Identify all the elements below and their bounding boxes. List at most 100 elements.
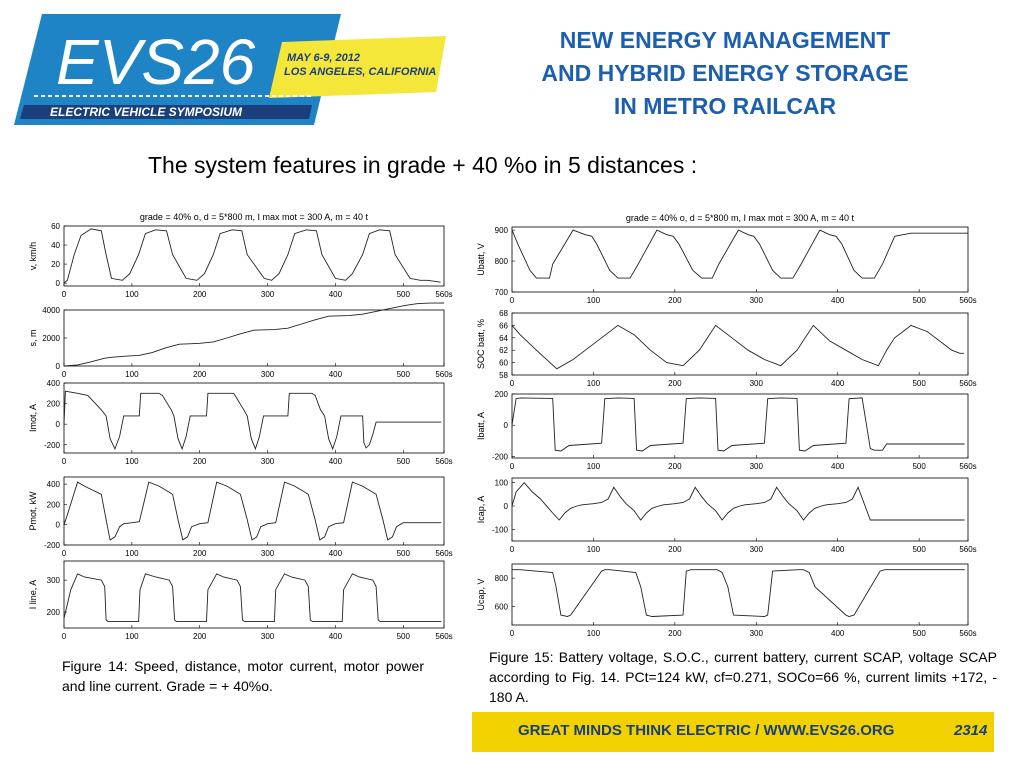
series-line-4: [63, 481, 442, 541]
y-tick-label: 0: [56, 279, 61, 288]
plot-frame-4: [63, 476, 445, 546]
y-tick-label: 40: [51, 241, 60, 250]
y-tick-label: 2000: [42, 334, 60, 343]
plot-frame-6: [511, 226, 969, 293]
series-line-10: [512, 569, 965, 617]
plot-frame-5: [63, 560, 445, 629]
x-tick-label: 560s: [959, 379, 976, 388]
x-tick-label: 400: [329, 290, 343, 299]
x-tick-label: 200: [193, 370, 207, 379]
x-tick-label: 500: [397, 632, 411, 641]
y-axis-label-10: Ucap, V: [476, 578, 486, 610]
y-tick-label: -200: [44, 441, 61, 450]
slide-number: 2314: [954, 722, 988, 739]
y-axis-label-5: I line, A: [28, 580, 38, 610]
y-tick-label: 60: [51, 222, 60, 231]
x-tick-label: 300: [261, 632, 275, 641]
x-tick-label: 300: [750, 545, 764, 554]
plot-frame-3: [63, 382, 445, 454]
chart-title-6: grade = 40% o, d = 5*800 m, I max mot = …: [626, 213, 855, 223]
intro-text: The system features in grade + 40 %o in …: [148, 152, 698, 178]
y-tick-label: 0: [56, 362, 61, 371]
x-tick-label: 400: [329, 632, 343, 641]
x-tick-label: 400: [831, 296, 845, 305]
x-tick-label: 300: [261, 370, 275, 379]
plot-frame-9: [511, 477, 969, 542]
x-tick-label: 300: [261, 549, 275, 558]
y-axis-label-7: SOC batt, %: [476, 319, 486, 369]
y-tick-label: 800: [495, 574, 509, 583]
x-tick-label: 100: [125, 370, 139, 379]
x-tick-label: 560s: [959, 462, 976, 471]
x-tick-label: 0: [510, 296, 515, 305]
series-line-2: [63, 302, 445, 367]
y-tick-label: 900: [495, 226, 509, 235]
y-tick-label: 700: [495, 288, 509, 297]
y-tick-label: 20: [51, 260, 60, 269]
y-tick-label: 200: [47, 400, 61, 409]
x-tick-label: 0: [510, 379, 515, 388]
x-tick-label: 400: [831, 629, 845, 638]
y-tick-label: 0: [504, 502, 509, 511]
x-tick-label: 560s: [435, 457, 452, 466]
y-tick-label: 60: [499, 359, 508, 368]
y-axis-label-3: Imot, A: [28, 404, 38, 432]
x-tick-label: 560s: [435, 549, 452, 558]
series-line-7: [511, 324, 964, 370]
x-tick-label: 560s: [959, 629, 976, 638]
footer-text: GREAT MINDS THINK ELECTRIC / WWW.EVS26.O…: [518, 722, 895, 739]
x-tick-label: 0: [62, 457, 67, 466]
logo-location: LOS ANGELES, CALIFORNIA: [284, 66, 436, 78]
plot-frame-2: [63, 309, 445, 367]
x-tick-label: 400: [329, 370, 343, 379]
y-tick-label: 100: [495, 479, 509, 488]
x-tick-label: 200: [668, 629, 682, 638]
plot-frame-10: [511, 563, 969, 626]
figure-14-caption: Figure 14: Speed, distance, motor curren…: [62, 658, 424, 694]
x-tick-label: 400: [831, 462, 845, 471]
plot-frame-1: [63, 225, 445, 287]
x-tick-label: 100: [587, 296, 601, 305]
x-tick-label: 100: [125, 632, 139, 641]
y-tick-label: 62: [499, 346, 508, 355]
y-tick-label: 400: [47, 480, 61, 489]
x-tick-label: 400: [831, 545, 845, 554]
x-tick-label: 500: [397, 290, 411, 299]
x-tick-label: 560s: [959, 545, 976, 554]
x-tick-label: 0: [62, 632, 67, 641]
x-tick-label: 500: [912, 462, 926, 471]
x-tick-label: 100: [587, 545, 601, 554]
slide-title: NEW ENERGY MANAGEMENT AND HYBRID ENERGY …: [510, 24, 940, 123]
y-axis-label-4: Pmot, kW: [28, 491, 38, 531]
x-tick-label: 300: [261, 290, 275, 299]
figure-15-caption: Figure 15: Battery voltage, S.O.C., curr…: [489, 649, 997, 705]
x-tick-label: 100: [125, 549, 139, 558]
y-tick-label: 4000: [42, 306, 60, 315]
y-axis-label-6: Ubatt, V: [476, 243, 486, 276]
x-tick-label: 400: [329, 549, 343, 558]
x-tick-label: 500: [397, 370, 411, 379]
x-tick-label: 200: [193, 549, 207, 558]
x-tick-label: 0: [62, 290, 67, 299]
y-tick-label: 200: [47, 608, 61, 617]
y-tick-label: 300: [47, 576, 61, 585]
y-tick-label: 400: [47, 379, 61, 388]
x-tick-label: 500: [912, 296, 926, 305]
series-line-6: [511, 229, 968, 279]
x-tick-label: 100: [587, 629, 601, 638]
logo-name: EVS26: [56, 26, 256, 98]
x-tick-label: 0: [510, 462, 515, 471]
x-tick-label: 300: [750, 296, 764, 305]
y-tick-label: 66: [499, 321, 508, 330]
title-line-1: NEW ENERGY MANAGEMENT: [559, 27, 891, 53]
y-tick-label: -200: [44, 541, 61, 550]
y-tick-label: 200: [495, 390, 509, 399]
plot-frame-8: [511, 393, 969, 459]
x-tick-label: 560s: [435, 632, 452, 641]
x-tick-label: 500: [397, 457, 411, 466]
x-tick-label: 300: [750, 462, 764, 471]
x-tick-label: 560s: [435, 290, 452, 299]
series-line-1: [63, 228, 441, 284]
footer-banner: GREAT MINDS THINK ELECTRIC / WWW.EVS26.O…: [472, 712, 994, 752]
